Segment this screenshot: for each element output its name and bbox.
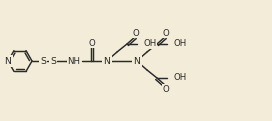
Text: OH: OH [173,73,186,83]
Text: N: N [5,57,11,65]
Text: O: O [133,29,139,38]
Text: O: O [163,84,169,94]
Text: N: N [134,57,140,65]
Text: O: O [163,29,169,38]
Text: OH: OH [143,39,156,49]
Text: S: S [40,57,46,65]
Text: O: O [89,38,95,48]
Text: NH: NH [67,57,81,65]
Text: S: S [50,57,56,65]
Text: OH: OH [173,39,186,49]
Text: N: N [104,57,110,65]
